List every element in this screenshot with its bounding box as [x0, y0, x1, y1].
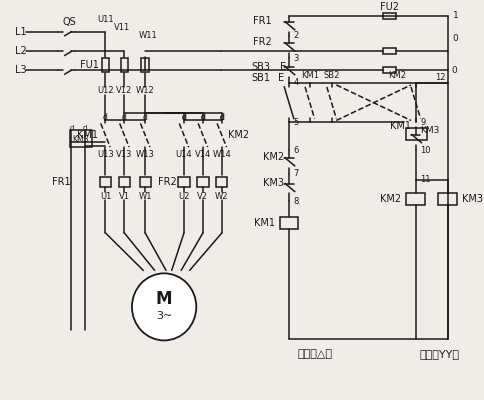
Text: d: d	[182, 113, 186, 122]
Text: W1: W1	[138, 192, 152, 201]
Bar	[280, 217, 299, 229]
Text: FU1: FU1	[80, 60, 99, 70]
Bar	[139, 177, 151, 186]
Bar	[102, 58, 109, 72]
Text: L3: L3	[15, 65, 26, 75]
Text: L2: L2	[15, 46, 27, 56]
Text: 0: 0	[453, 34, 458, 43]
Bar	[141, 58, 149, 72]
Text: KM2: KM2	[388, 70, 406, 80]
Text: d: d	[122, 113, 127, 122]
Text: 5: 5	[294, 118, 299, 127]
Text: FR2: FR2	[253, 37, 272, 47]
Text: KM3: KM3	[462, 194, 483, 204]
Text: FU2: FU2	[380, 2, 399, 12]
Text: W11: W11	[138, 31, 157, 40]
Text: V2: V2	[197, 192, 209, 201]
Bar	[406, 128, 427, 140]
Text: W12: W12	[136, 86, 154, 95]
Text: V12: V12	[116, 86, 133, 95]
Circle shape	[132, 273, 197, 340]
Text: 1: 1	[453, 12, 458, 20]
Text: 高速（YY）: 高速（YY）	[420, 349, 459, 359]
Text: d: d	[200, 113, 205, 122]
Text: SB2: SB2	[323, 70, 340, 80]
Text: SB3: SB3	[251, 62, 270, 72]
Text: FR2: FR2	[158, 177, 176, 187]
Text: KM3: KM3	[73, 135, 89, 144]
Bar	[70, 130, 92, 147]
Text: KM1: KM1	[301, 70, 319, 80]
Text: W14: W14	[212, 150, 231, 160]
Text: M: M	[156, 290, 172, 308]
Bar	[406, 194, 425, 205]
Text: 低速（△）: 低速（△）	[298, 349, 333, 359]
Text: V1: V1	[119, 192, 130, 201]
Text: U1: U1	[100, 192, 111, 201]
Text: d: d	[182, 113, 186, 122]
Text: L1: L1	[15, 27, 26, 37]
Text: KM2: KM2	[263, 152, 284, 162]
Text: E: E	[280, 62, 286, 72]
Text: U11: U11	[97, 15, 114, 24]
Text: d: d	[219, 113, 224, 122]
Text: V14: V14	[195, 150, 211, 160]
Text: SB1: SB1	[251, 73, 270, 83]
Text: U14: U14	[176, 150, 192, 160]
Text: U2: U2	[178, 192, 190, 201]
Text: d: d	[82, 125, 87, 131]
Text: 11: 11	[421, 175, 431, 184]
Bar	[383, 48, 396, 54]
Text: FR1: FR1	[52, 177, 70, 187]
Text: 3~: 3~	[156, 311, 172, 321]
Text: KM1: KM1	[390, 121, 411, 131]
Text: 10: 10	[421, 146, 431, 154]
Bar	[100, 177, 111, 186]
Text: KM1: KM1	[254, 218, 275, 228]
Text: KM3: KM3	[421, 126, 440, 135]
Text: 0: 0	[452, 66, 457, 75]
Bar	[383, 67, 396, 73]
Text: d: d	[103, 113, 108, 122]
Text: KM2: KM2	[380, 194, 402, 204]
Text: U12: U12	[97, 86, 114, 95]
Text: KM1: KM1	[77, 130, 98, 140]
Text: U13: U13	[97, 150, 114, 160]
Text: KM3: KM3	[263, 178, 284, 188]
Bar	[216, 177, 227, 186]
Bar	[439, 194, 457, 205]
Bar	[197, 177, 209, 186]
Text: V11: V11	[114, 23, 131, 32]
Text: 8: 8	[294, 197, 299, 206]
Text: QS: QS	[62, 17, 76, 27]
Text: 7: 7	[294, 169, 299, 178]
Bar	[121, 58, 128, 72]
Text: W2: W2	[215, 192, 228, 201]
Text: FR1: FR1	[253, 16, 272, 26]
Text: 2: 2	[294, 31, 299, 40]
Text: d: d	[143, 113, 148, 122]
Text: 3: 3	[294, 54, 299, 63]
Text: V13: V13	[116, 150, 133, 160]
Text: 12: 12	[435, 72, 445, 82]
Bar	[178, 177, 190, 186]
Text: E: E	[278, 73, 284, 83]
Text: 9: 9	[421, 118, 426, 127]
Text: KM2: KM2	[228, 130, 250, 140]
Bar	[119, 177, 130, 186]
Text: W13: W13	[136, 150, 154, 160]
Text: 6: 6	[294, 146, 299, 154]
Text: d: d	[219, 113, 224, 122]
Text: 4: 4	[294, 78, 299, 88]
Bar	[383, 13, 396, 19]
Text: d: d	[200, 113, 205, 122]
Text: d: d	[69, 125, 74, 131]
